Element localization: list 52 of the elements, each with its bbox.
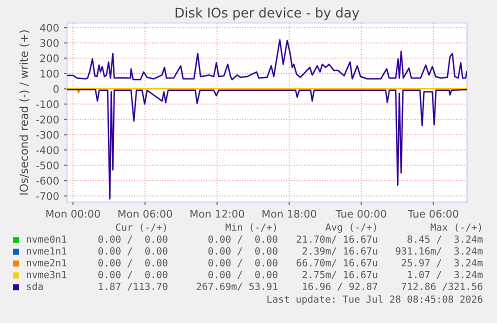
text: 21.70m/ 16.67u — [296, 235, 378, 244]
text: 1.87 /113.70 — [98, 282, 168, 291]
y-tick-label: 200 — [40, 54, 59, 62]
text: Max (-/+) — [430, 223, 481, 232]
text: 2.75m/ 16.67u — [302, 270, 378, 280]
legend-label: nvme2n1 — [26, 259, 66, 266]
text: 267.69m/ 53.91 — [196, 282, 278, 291]
y-tick-label: 100 — [40, 70, 59, 78]
y-axis-title: IOs/second read (-) / write (+) — [19, 30, 30, 195]
y-tick-label: -300 — [36, 130, 59, 139]
y-tick-label: -700 — [36, 192, 59, 200]
legend-label: nvme3n1 — [26, 270, 66, 278]
text: 8.45 / 3.24m — [408, 235, 483, 244]
line-series — [67, 39, 467, 80]
text: 712.86 /321.56 — [402, 282, 482, 291]
legend-label: nvme0n1 — [26, 235, 66, 243]
text: Min (-/+) — [226, 223, 276, 232]
y-tick-label: -500 — [36, 162, 59, 170]
legend-label: sda — [27, 282, 43, 290]
text: 0.00 / 0.00 — [208, 259, 278, 268]
chart-title: Disk IOs per device - by day — [176, 7, 360, 20]
y-tick-label: -100 — [36, 100, 59, 108]
x-tick-label: Mon 06:00 — [118, 210, 172, 218]
y-tick-label: -200 — [36, 116, 59, 124]
x-tick-label: Mon 12:00 — [190, 210, 244, 218]
y-tick-label: 0 — [53, 85, 59, 93]
text: 0.00 / 0.00 — [208, 270, 278, 280]
text: 0.00 / 0.00 — [98, 259, 168, 268]
y-tick-label: 300 — [40, 39, 59, 47]
y-tick-label: -400 — [36, 146, 59, 154]
text: 25.97 / 3.24m — [402, 259, 483, 268]
y-tick-label: -600 — [36, 176, 59, 185]
text: Last update: Tue Jul 28 08:45:08 2026 — [267, 295, 482, 305]
text: Avg (-/+) — [326, 223, 376, 233]
text: 2.39m/ 16.67u — [302, 247, 378, 256]
text: 16.96 / 92.87 — [303, 282, 378, 291]
text: 0.00 / 0.00 — [98, 235, 168, 244]
line-series — [67, 88, 467, 200]
text: 0.00 / 0.00 — [208, 247, 278, 256]
text: 1.07 / 3.24m — [408, 270, 483, 280]
x-tick-label: Mon 00:00 — [46, 210, 100, 218]
legend-label: nvme1n1 — [26, 247, 66, 255]
text: 0.00 / 0.00 — [208, 235, 278, 244]
text: 0.00 / 0.00 — [98, 270, 168, 280]
text: 66.70m/ 16.67u — [296, 259, 378, 268]
text: 0.00 / 0.00 — [98, 247, 168, 256]
x-tick-label: Mon 18:00 — [262, 210, 316, 218]
y-tick-label: 400 — [40, 24, 59, 32]
x-tick-label: Tue 06:00 — [408, 210, 458, 218]
text: Cur (-/+) — [116, 223, 166, 232]
text: 931.16m/ 3.24m — [396, 247, 483, 256]
x-tick-label: Tue 00:00 — [336, 210, 386, 218]
